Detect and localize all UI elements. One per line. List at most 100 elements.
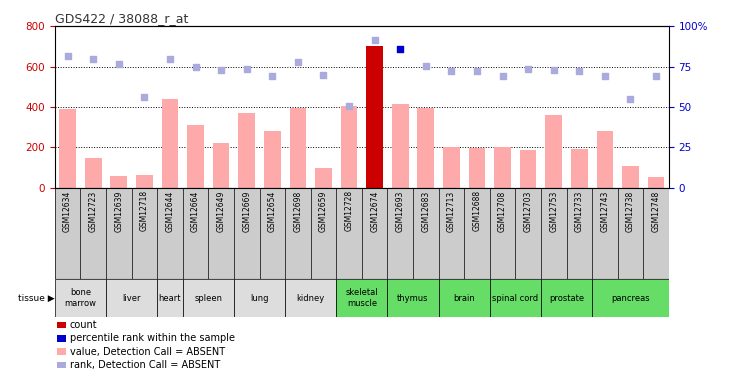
Bar xyxy=(57,335,67,342)
Bar xyxy=(622,166,639,188)
Text: GSM12728: GSM12728 xyxy=(344,190,354,231)
Text: lung: lung xyxy=(250,294,269,303)
Text: GSM12639: GSM12639 xyxy=(114,190,124,232)
Point xyxy=(394,46,406,53)
Bar xyxy=(520,150,537,188)
Bar xyxy=(315,168,332,188)
Point xyxy=(87,56,99,62)
Text: GSM12738: GSM12738 xyxy=(626,190,635,231)
Bar xyxy=(392,104,409,188)
Bar xyxy=(596,131,613,188)
Point xyxy=(240,66,252,72)
Text: liver: liver xyxy=(122,294,141,303)
Text: GSM12703: GSM12703 xyxy=(523,190,533,232)
Text: bone
marrow: bone marrow xyxy=(64,288,96,308)
Text: GSM12698: GSM12698 xyxy=(293,190,303,231)
Bar xyxy=(490,279,541,317)
Bar xyxy=(648,177,664,188)
Bar xyxy=(264,131,281,188)
Bar xyxy=(110,176,127,188)
Bar xyxy=(106,279,157,317)
Bar xyxy=(234,279,285,317)
Point xyxy=(573,68,585,74)
Point xyxy=(650,73,662,79)
Bar xyxy=(469,148,485,188)
Bar xyxy=(213,143,230,188)
Text: GSM12723: GSM12723 xyxy=(88,190,98,231)
Point xyxy=(420,63,431,69)
Text: GDS422 / 38088_r_at: GDS422 / 38088_r_at xyxy=(55,12,188,25)
Text: GSM12654: GSM12654 xyxy=(268,190,277,232)
Bar xyxy=(417,108,434,188)
Point xyxy=(496,73,508,79)
Point xyxy=(445,68,457,74)
Text: GSM12664: GSM12664 xyxy=(191,190,200,232)
Point xyxy=(343,103,355,109)
Text: GSM12733: GSM12733 xyxy=(575,190,584,232)
Text: tissue ▶: tissue ▶ xyxy=(18,294,55,303)
Text: GSM12713: GSM12713 xyxy=(447,190,456,231)
Bar xyxy=(494,147,511,188)
Text: skeletal
muscle: skeletal muscle xyxy=(346,288,378,308)
Text: kidney: kidney xyxy=(297,294,325,303)
Point xyxy=(624,96,636,102)
Text: value, Detection Call = ABSENT: value, Detection Call = ABSENT xyxy=(70,346,225,357)
Point xyxy=(113,60,124,66)
Point xyxy=(471,68,482,74)
Point xyxy=(522,66,534,72)
Text: count: count xyxy=(70,320,97,330)
Bar xyxy=(571,149,588,188)
Text: GSM12693: GSM12693 xyxy=(395,190,405,232)
Point xyxy=(61,54,73,60)
Bar xyxy=(341,106,357,188)
Point xyxy=(548,67,559,73)
Bar xyxy=(443,147,460,188)
Bar xyxy=(545,115,562,188)
Text: spinal cord: spinal cord xyxy=(492,294,539,303)
Point xyxy=(266,73,278,79)
Point xyxy=(599,73,610,79)
Point xyxy=(317,72,329,78)
Text: prostate: prostate xyxy=(549,294,584,303)
Bar xyxy=(157,279,183,317)
Text: GSM12659: GSM12659 xyxy=(319,190,328,232)
Bar xyxy=(85,158,102,188)
Bar xyxy=(136,176,153,188)
Point xyxy=(292,58,303,64)
Bar xyxy=(541,279,592,317)
Point xyxy=(215,67,227,73)
Text: thymus: thymus xyxy=(397,294,429,303)
Text: heart: heart xyxy=(159,294,181,303)
Text: GSM12634: GSM12634 xyxy=(63,190,72,232)
Point xyxy=(164,56,175,62)
Bar xyxy=(57,348,67,355)
Point xyxy=(368,38,380,44)
Bar xyxy=(289,108,306,188)
Bar xyxy=(387,279,439,317)
Bar xyxy=(187,125,204,188)
Bar xyxy=(285,279,336,317)
Text: spleen: spleen xyxy=(194,294,222,303)
Text: GSM12748: GSM12748 xyxy=(651,190,661,231)
Bar xyxy=(55,279,106,317)
Bar xyxy=(57,362,67,368)
Text: GSM12688: GSM12688 xyxy=(472,190,482,231)
Text: pancreas: pancreas xyxy=(611,294,650,303)
Point xyxy=(189,63,201,70)
Text: GSM12674: GSM12674 xyxy=(370,190,379,232)
Bar xyxy=(592,279,669,317)
Text: GSM12753: GSM12753 xyxy=(549,190,558,232)
Bar xyxy=(366,46,383,188)
Point xyxy=(138,94,150,100)
Text: GSM12644: GSM12644 xyxy=(165,190,175,232)
Bar xyxy=(57,322,67,328)
Text: rank, Detection Call = ABSENT: rank, Detection Call = ABSENT xyxy=(70,360,220,370)
Bar xyxy=(336,279,387,317)
Text: GSM12683: GSM12683 xyxy=(421,190,431,231)
Text: GSM12743: GSM12743 xyxy=(600,190,610,232)
Bar xyxy=(59,109,76,188)
Text: GSM12669: GSM12669 xyxy=(242,190,251,232)
Text: brain: brain xyxy=(453,294,475,303)
Bar xyxy=(183,279,234,317)
Bar xyxy=(162,99,178,188)
